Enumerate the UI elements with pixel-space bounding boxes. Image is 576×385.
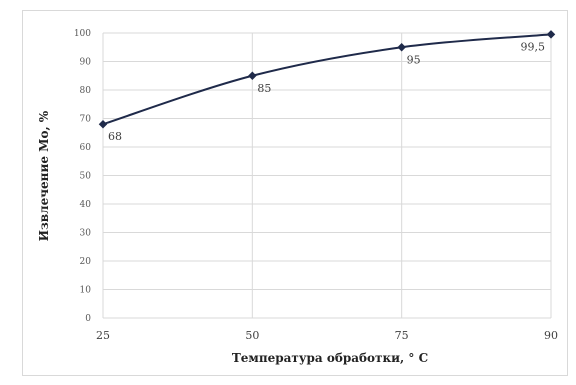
x-axis-label: Температура обработки, ° С xyxy=(232,351,428,365)
data-label: 68 xyxy=(108,130,122,143)
y-tick-label: 30 xyxy=(80,229,92,239)
y-tick-labels: 0 10 20 30 40 50 60 70 80 90 100 xyxy=(74,29,91,324)
x-tick-label: 75 xyxy=(395,329,409,342)
y-tick-label: 50 xyxy=(80,172,92,182)
data-point-marker xyxy=(546,30,556,39)
data-points xyxy=(98,30,556,129)
data-point-marker xyxy=(397,43,406,52)
data-label: 99,5 xyxy=(521,40,546,53)
y-tick-label: 40 xyxy=(80,200,92,210)
data-label: 85 xyxy=(257,82,271,95)
y-tick-label: 90 xyxy=(80,58,92,68)
y-tick-label: 20 xyxy=(80,257,92,267)
x-tick-labels: 25 50 75 90 xyxy=(96,329,558,342)
gridlines xyxy=(102,32,552,319)
data-label: 95 xyxy=(407,53,421,66)
x-tick-label: 25 xyxy=(96,329,110,342)
y-tick-label: 80 xyxy=(80,86,92,96)
chart-frame xyxy=(22,10,568,376)
x-tick-label: 90 xyxy=(544,329,558,342)
data-point-marker xyxy=(248,71,257,80)
y-tick-label: 10 xyxy=(80,286,92,296)
data-labels: 68 85 95 99,5 xyxy=(108,40,545,143)
y-tick-label: 0 xyxy=(85,314,91,324)
series-line xyxy=(102,33,552,126)
y-tick-label: 70 xyxy=(80,115,92,125)
y-tick-label: 60 xyxy=(80,143,92,153)
y-tick-label: 100 xyxy=(74,29,91,39)
y-axis-label: Извлечение Мо, % xyxy=(37,110,51,241)
data-point-marker xyxy=(98,119,108,129)
x-tick-label: 50 xyxy=(245,329,259,342)
